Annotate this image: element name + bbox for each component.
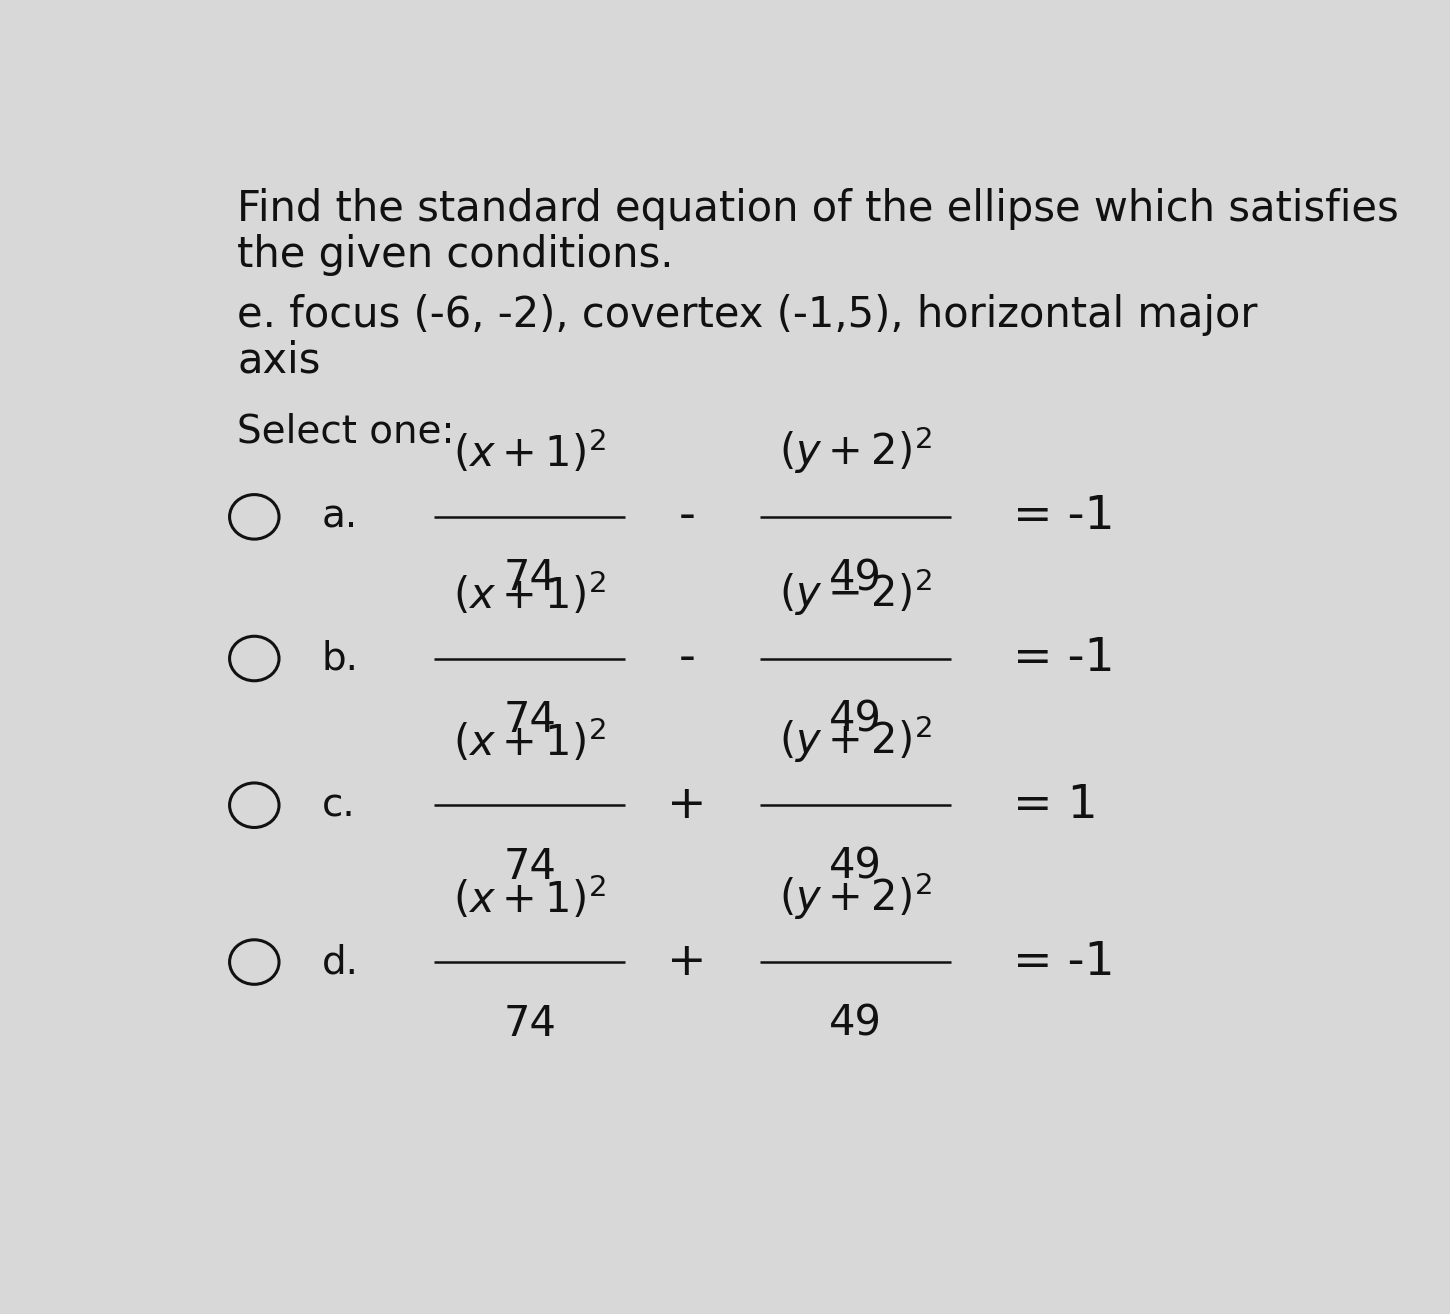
- Text: e. focus (-6, -2), covertex (-1,5), horizontal major: e. focus (-6, -2), covertex (-1,5), hori…: [238, 294, 1259, 336]
- Text: +: +: [667, 783, 706, 828]
- Text: -: -: [679, 636, 696, 681]
- Text: the given conditions.: the given conditions.: [238, 234, 674, 276]
- Text: Select one:: Select one:: [238, 413, 455, 451]
- Text: 74: 74: [503, 1003, 555, 1045]
- Text: $\mathit{(x+1)^2}$: $\mathit{(x+1)^2}$: [454, 428, 606, 477]
- Text: $\mathit{(y+2)^2}$: $\mathit{(y+2)^2}$: [779, 714, 932, 765]
- Text: 74: 74: [503, 846, 555, 888]
- Text: axis: axis: [238, 340, 320, 382]
- Text: -: -: [679, 494, 696, 539]
- Text: a.: a.: [322, 498, 358, 536]
- Text: 49: 49: [829, 557, 882, 599]
- Text: = -1: = -1: [1012, 494, 1115, 539]
- Text: c.: c.: [322, 786, 355, 824]
- Text: $\mathit{(x+1)^2}$: $\mathit{(x+1)^2}$: [454, 874, 606, 921]
- Text: = 1: = 1: [1012, 783, 1098, 828]
- Text: 49: 49: [829, 1003, 882, 1045]
- Text: d.: d.: [322, 943, 358, 982]
- Text: $\mathit{(y-2)^2}$: $\mathit{(y-2)^2}$: [779, 566, 932, 618]
- Text: b.: b.: [322, 640, 358, 678]
- Text: $\mathit{(x+1)^2}$: $\mathit{(x+1)^2}$: [454, 717, 606, 765]
- Text: Find the standard equation of the ellipse which satisfies: Find the standard equation of the ellips…: [238, 188, 1399, 230]
- Text: +: +: [667, 940, 706, 984]
- Text: $\mathit{(y+2)^2}$: $\mathit{(y+2)^2}$: [779, 424, 932, 477]
- Text: $\mathit{(x+1)^2}$: $\mathit{(x+1)^2}$: [454, 570, 606, 618]
- Text: = -1: = -1: [1012, 940, 1115, 984]
- Text: 74: 74: [503, 557, 555, 599]
- Text: 49: 49: [829, 846, 882, 888]
- Text: = -1: = -1: [1012, 636, 1115, 681]
- Text: $\mathit{(y+2)^2}$: $\mathit{(y+2)^2}$: [779, 870, 932, 921]
- Text: 49: 49: [829, 699, 882, 741]
- Text: 74: 74: [503, 699, 555, 741]
